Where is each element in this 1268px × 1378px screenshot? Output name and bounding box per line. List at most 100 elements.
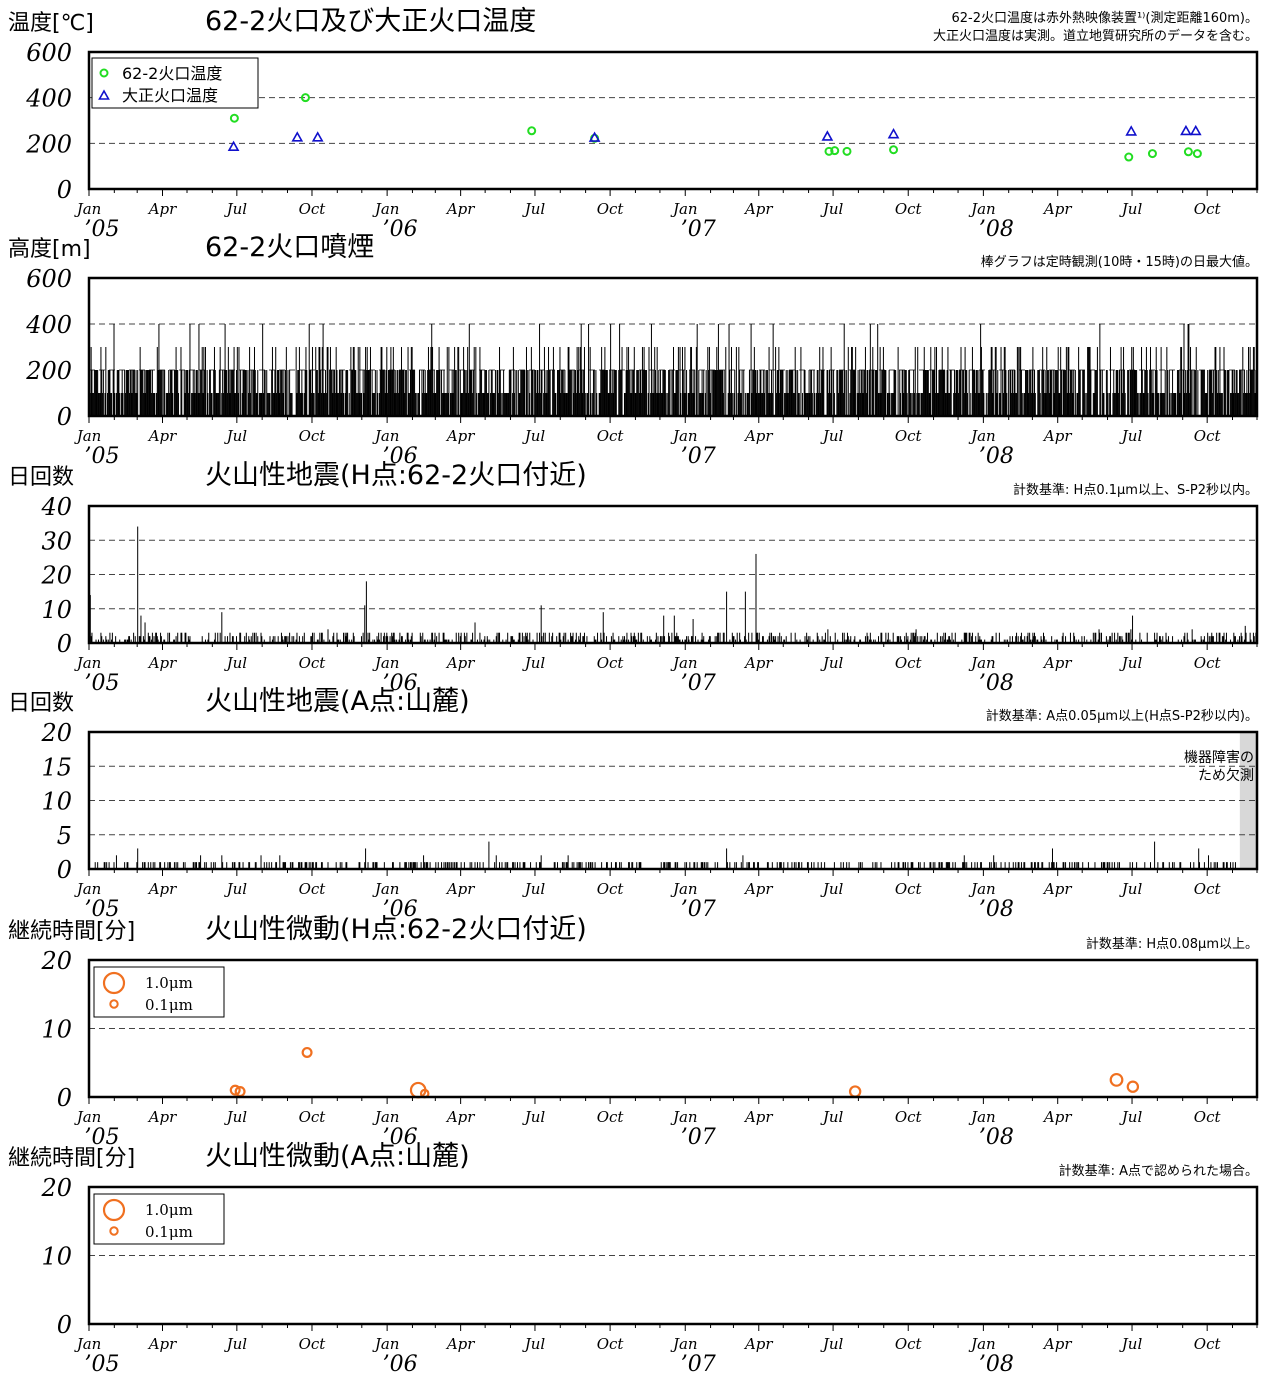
- bar: [692, 619, 694, 643]
- bar: [341, 370, 343, 416]
- bar: [1145, 347, 1147, 416]
- missing-data-label: ため欠測: [1198, 768, 1254, 784]
- bar: [356, 393, 358, 416]
- bar: [1050, 370, 1052, 416]
- bar: [904, 862, 906, 869]
- x-month-label: Jul: [224, 1335, 248, 1353]
- bar: [93, 393, 95, 416]
- x-year-label: ’06: [383, 1125, 418, 1150]
- bar: [1021, 639, 1023, 643]
- bar: [583, 370, 585, 416]
- x-month-label: Apr: [743, 654, 773, 672]
- x-month-label: Apr: [743, 1108, 773, 1126]
- bar: [275, 862, 277, 869]
- bar: [417, 393, 419, 416]
- bar: [980, 347, 982, 416]
- bar: [997, 370, 999, 416]
- bar: [360, 393, 362, 416]
- bar: [912, 393, 914, 416]
- bar: [1094, 632, 1096, 643]
- bar: [1111, 632, 1113, 643]
- bar: [416, 862, 418, 869]
- bar: [1208, 370, 1210, 416]
- bar: [917, 347, 919, 416]
- bar: [802, 393, 804, 416]
- bar: [1111, 862, 1113, 869]
- bar: [638, 393, 640, 416]
- bar: [452, 862, 454, 869]
- bar: [684, 639, 686, 643]
- bar: [472, 632, 474, 643]
- bar: [1149, 370, 1151, 416]
- bar: [630, 632, 632, 643]
- bar: [1109, 862, 1111, 869]
- bar: [779, 632, 781, 643]
- bar: [971, 632, 973, 643]
- bar: [433, 370, 435, 416]
- panel-tremA: 継続時間[分] 火山性微動(A点:山麓) 計数基準: A点で認められた場合。0102…: [8, 1141, 1259, 1377]
- bar: [1095, 370, 1097, 416]
- bar: [285, 636, 287, 643]
- bar: [652, 370, 654, 416]
- bar: [306, 862, 308, 869]
- bar: [1223, 347, 1225, 416]
- bar: [488, 841, 490, 869]
- bar: [1154, 370, 1156, 416]
- bar: [891, 862, 893, 869]
- temp-point-taisho: [1189, 124, 1202, 136]
- bar: [272, 636, 274, 643]
- bar: [302, 636, 304, 643]
- bar: [1135, 639, 1137, 643]
- bar: [1200, 370, 1202, 416]
- bar: [966, 370, 968, 416]
- bar: [1163, 862, 1165, 869]
- x-month-label: Apr: [743, 200, 773, 218]
- temp-point-taisho: [311, 131, 324, 142]
- bar: [408, 862, 410, 869]
- bar: [583, 636, 585, 643]
- bar: [1009, 370, 1011, 416]
- bar: [392, 862, 394, 869]
- bar: [502, 639, 504, 643]
- bar: [498, 393, 500, 416]
- bar: [213, 347, 215, 416]
- bar: [1023, 393, 1025, 416]
- bar: [671, 632, 673, 643]
- bar: [225, 370, 227, 416]
- x-month-label: Jan: [968, 200, 996, 218]
- bar: [867, 636, 869, 643]
- bar: [595, 370, 597, 416]
- bar: [567, 855, 569, 869]
- bar: [215, 393, 217, 416]
- bar: [1028, 393, 1030, 416]
- bar: [549, 370, 551, 416]
- bar: [298, 862, 300, 869]
- bar: [441, 393, 443, 416]
- bar: [499, 347, 501, 416]
- tremor-point: [848, 1085, 862, 1098]
- x-year-label: ’07: [681, 671, 716, 696]
- bar: [702, 393, 704, 416]
- bar: [822, 347, 824, 416]
- bar: [957, 370, 959, 416]
- bar: [1052, 862, 1054, 869]
- bar: [811, 393, 813, 416]
- bar: [933, 370, 935, 416]
- bar: [374, 639, 376, 643]
- bar: [300, 862, 302, 869]
- x-month-label: Oct: [1194, 427, 1222, 445]
- bar: [631, 393, 633, 416]
- bar: [260, 632, 262, 643]
- bar: [469, 862, 471, 869]
- bar: [375, 862, 377, 869]
- bar: [582, 636, 584, 643]
- bar: [809, 393, 811, 416]
- bar: [524, 862, 526, 869]
- bar: [1087, 347, 1089, 416]
- bar: [1092, 632, 1094, 643]
- bar: [471, 370, 473, 416]
- bar: [647, 393, 649, 416]
- bar: [577, 370, 579, 416]
- bar: [311, 632, 313, 643]
